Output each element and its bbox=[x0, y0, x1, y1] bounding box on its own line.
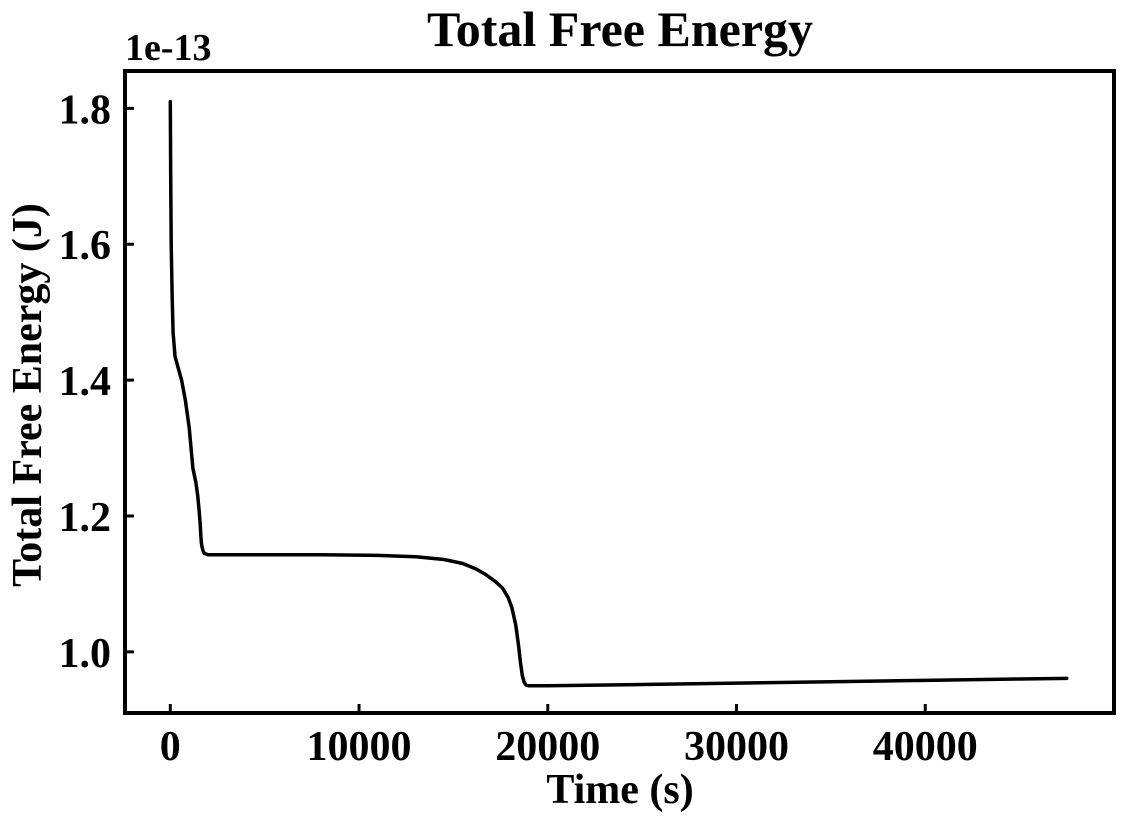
series-line-0 bbox=[168, 99, 1069, 688]
x-tick-label: 30000 bbox=[684, 724, 789, 770]
x-axis-label: Time (s) bbox=[546, 767, 693, 813]
y-tick-label: 1.4 bbox=[59, 359, 112, 405]
plot-area-frame bbox=[123, 69, 1116, 715]
x-tick-label: 10000 bbox=[307, 724, 412, 770]
series-layer bbox=[168, 99, 1069, 688]
y-axis-ticks: 1.0 1.2 1.4 1.6 1.8 bbox=[59, 87, 134, 677]
y-tick-label: 1.2 bbox=[59, 495, 112, 541]
x-axis-ticks: 0 10000 20000 30000 40000 bbox=[160, 704, 978, 770]
x-tick-label: 0 bbox=[160, 724, 181, 770]
y-tick-label: 1.0 bbox=[59, 631, 112, 677]
y-tick-label: 1.6 bbox=[59, 223, 112, 269]
x-tick-label: 20000 bbox=[495, 724, 600, 770]
y-axis-multiplier: 1e-13 bbox=[125, 27, 212, 69]
y-axis-label: Total Free Energy (J) bbox=[5, 203, 51, 587]
y-tick-label: 1.8 bbox=[59, 87, 112, 133]
x-tick-label: 40000 bbox=[873, 724, 978, 770]
chart-title: Total Free Energy bbox=[427, 1, 813, 57]
